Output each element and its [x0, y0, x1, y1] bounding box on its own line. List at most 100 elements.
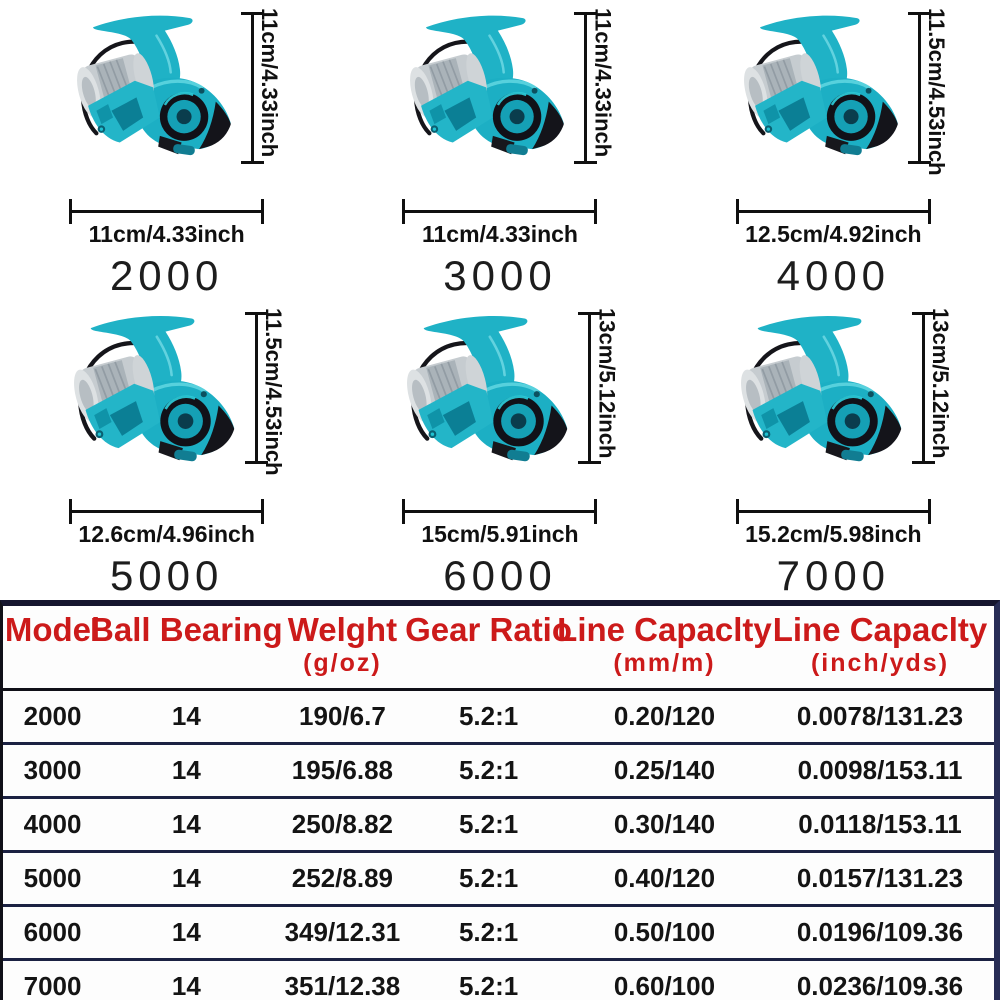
table-row-6000: 6000 14 349/12.31 5.2:1 0.50/100 0.0196/…: [3, 907, 994, 961]
dimension-line-vertical: [911, 312, 935, 464]
height-dimension-label: 11cm/4.33inch: [257, 8, 283, 158]
model-label: 7000: [776, 552, 891, 599]
spec-table: Model Ball Bearing Welght (g/oz) Gear Ra…: [0, 600, 1000, 1000]
column-header-label: Welght: [287, 611, 398, 648]
width-dimension-label: 12.6cm/4.96inch: [78, 521, 255, 547]
cell-weight: 250/8.82: [291, 809, 394, 839]
cell-gear-ratio: 5.2:1: [458, 917, 519, 947]
dimension-line-horizontal: [69, 199, 265, 224]
dimension-line-vertical: [245, 312, 269, 464]
reel-figure-3000: 11cm/4.33inch 11cm/4.33inch 3000: [333, 0, 666, 300]
reel-photo-area: 11cm/4.33inch: [0, 0, 333, 200]
cell-model: 6000: [23, 917, 82, 947]
cell-line-capacity-mm: 0.30/140: [613, 809, 716, 839]
cell-model: 4000: [23, 809, 82, 839]
height-dimension-label: 11cm/4.33inch: [590, 8, 616, 158]
cell-ball-bearing: 14: [171, 971, 201, 1000]
dimension-line-horizontal: [735, 199, 931, 224]
height-dimension: 11.5cm/4.53inch: [245, 308, 286, 476]
reel-figure-7000: 13cm/5.12inch 15.2cm/5.98inch 7000: [667, 300, 1000, 600]
table-row-3000: 3000 14 195/6.88 5.2:1 0.25/140 0.0098/1…: [3, 745, 994, 799]
model-label: 6000: [443, 552, 557, 599]
cell-weight: 190/6.7: [299, 701, 386, 731]
width-dimension-label: 11cm/4.33inch: [421, 221, 578, 247]
reel-photo-area: 11cm/4.33inch: [333, 0, 666, 200]
reel-figure-6000: 13cm/5.12inch 15cm/5.91inch 6000: [333, 300, 666, 600]
cell-ball-bearing: 14: [171, 917, 201, 947]
width-dimension: 12.6cm/4.96inch: [69, 499, 265, 548]
model-label: 3000: [443, 252, 557, 299]
reel-gallery: 11cm/4.33inch 11cm/4.33inch 2000 11cm/4.…: [0, 0, 1000, 600]
table-row-7000: 7000 14 351/12.38 5.2:1 0.60/100 0.0236/…: [3, 961, 994, 1000]
reel-photo-area: 11.5cm/4.53inch: [0, 300, 333, 500]
cell-model: 7000: [23, 971, 82, 1000]
fishing-reel-illustration: [716, 308, 916, 483]
reel-figure-2000: 11cm/4.33inch 11cm/4.33inch 2000: [0, 0, 333, 300]
model-label: 5000: [109, 552, 224, 599]
column-header-label: Line Capaclty: [557, 611, 772, 648]
width-dimension: 12.5cm/4.92inch: [735, 199, 931, 248]
reel-figure-5000: 11.5cm/4.53inch 12.6cm/4.96inch 5000: [0, 300, 333, 600]
table-row-2000: 2000 14 190/6.7 5.2:1 0.20/120 0.0078/13…: [3, 691, 994, 745]
cell-model: 3000: [23, 755, 82, 785]
cell-ball-bearing: 14: [171, 701, 201, 731]
width-dimension-label: 11cm/4.33inch: [88, 221, 245, 247]
reel-photo-area: 13cm/5.12inch: [667, 300, 1000, 500]
cell-gear-ratio: 5.2:1: [458, 863, 519, 893]
cell-line-capacity-inch: 0.0236/109.36: [796, 971, 964, 1000]
cell-line-capacity-mm: 0.25/140: [613, 755, 716, 785]
column-header-label: Model: [4, 611, 101, 648]
dimension-line-horizontal: [402, 199, 598, 224]
table-row-4000: 4000 14 250/8.82 5.2:1 0.30/140 0.0118/1…: [3, 799, 994, 853]
cell-line-capacity-inch: 0.0078/131.23: [796, 701, 964, 731]
cell-line-capacity-inch: 0.0157/131.23: [796, 863, 964, 893]
model-label: 2000: [109, 252, 224, 299]
column-header-label: Ball Bearing: [90, 611, 283, 648]
cell-weight: 195/6.88: [291, 755, 394, 785]
cell-line-capacity-inch: 0.0118/153.11: [798, 809, 962, 839]
cell-line-capacity-inch: 0.0196/109.36: [796, 917, 964, 947]
dimension-line-vertical: [907, 12, 931, 164]
column-header-label: Line Capaclty: [772, 611, 988, 648]
width-dimension-label: 15.2cm/5.98inch: [745, 521, 922, 547]
cell-model: 2000: [23, 701, 82, 731]
dimension-line-horizontal: [402, 499, 598, 524]
cell-gear-ratio: 5.2:1: [458, 971, 519, 1000]
height-dimension: 11cm/4.33inch: [574, 8, 615, 164]
reel-figure-4000: 11.5cm/4.53inch 12.5cm/4.92inch 4000: [667, 0, 1000, 300]
fishing-reel-illustration: [720, 8, 912, 176]
dimension-line-horizontal: [69, 499, 265, 524]
dimension-line-vertical: [574, 12, 598, 164]
cell-line-capacity-mm: 0.50/100: [613, 917, 716, 947]
cell-weight: 349/12.31: [284, 917, 401, 947]
dimension-line-vertical: [578, 312, 602, 464]
column-header-line-capacity-inch: Line Capaclty (inch/yds): [766, 606, 994, 678]
cell-gear-ratio: 5.2:1: [458, 701, 519, 731]
dimension-line-vertical: [241, 12, 265, 164]
dimension-line-horizontal: [735, 499, 931, 524]
height-dimension: 11.5cm/4.53inch: [907, 8, 949, 176]
cell-gear-ratio: 5.2:1: [458, 755, 519, 785]
column-header-ball-bearing: Ball Bearing: [90, 606, 283, 648]
reel-photo-area: 11.5cm/4.53inch: [667, 0, 1000, 200]
height-dimension: 13cm/5.12inch: [578, 308, 619, 464]
fishing-reel-illustration: [382, 308, 582, 483]
fishing-reel-illustration: [49, 308, 249, 483]
column-header-weight: Welght (g/oz): [271, 606, 415, 678]
width-dimension: 15.2cm/5.98inch: [735, 499, 931, 548]
column-header-unit: (g/oz): [303, 649, 382, 678]
cell-weight: 351/12.38: [284, 971, 401, 1000]
column-header-label: Gear Ratio: [405, 611, 573, 648]
height-dimension: 11cm/4.33inch: [241, 8, 282, 164]
cell-line-capacity-mm: 0.60/100: [613, 971, 716, 1000]
height-dimension-label: 13cm/5.12inch: [594, 308, 620, 459]
column-header-unit: (inch/yds): [810, 649, 950, 678]
width-dimension: 11cm/4.33inch: [402, 199, 598, 248]
table-header-row: Model Ball Bearing Welght (g/oz) Gear Ra…: [3, 606, 994, 691]
cell-line-capacity-mm: 0.40/120: [613, 863, 716, 893]
model-label: 4000: [776, 252, 891, 299]
column-header-model: Model: [3, 606, 102, 648]
cell-gear-ratio: 5.2:1: [458, 809, 519, 839]
height-dimension-label: 11.5cm/4.53inch: [261, 308, 287, 476]
